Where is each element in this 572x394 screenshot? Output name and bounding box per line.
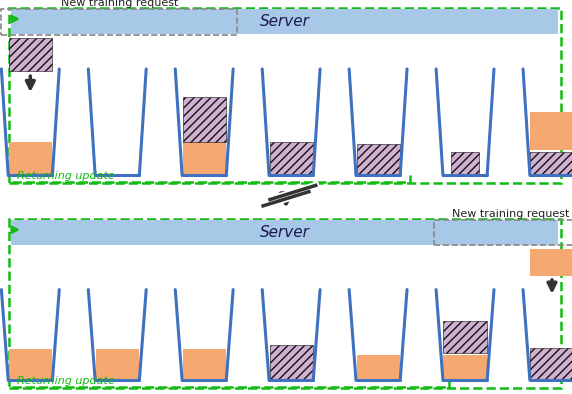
Bar <box>9 219 561 388</box>
Bar <box>356 144 400 175</box>
Bar <box>9 142 52 175</box>
Bar <box>96 349 139 380</box>
Bar <box>9 8 561 183</box>
Bar <box>269 142 313 175</box>
Text: Server: Server <box>260 14 309 29</box>
Bar <box>443 355 487 380</box>
Bar <box>269 345 313 380</box>
Bar <box>9 349 52 380</box>
Bar <box>443 321 487 353</box>
Bar <box>9 38 52 71</box>
Bar <box>11 220 558 245</box>
Bar <box>451 152 479 175</box>
Bar <box>182 142 226 175</box>
Bar <box>530 249 572 276</box>
Bar <box>530 112 572 150</box>
Text: New training request: New training request <box>452 209 570 219</box>
Bar <box>182 97 226 142</box>
Bar <box>530 348 572 380</box>
Bar <box>434 220 572 245</box>
Text: Server: Server <box>260 225 309 240</box>
Bar <box>356 355 400 380</box>
Text: Returning update: Returning update <box>17 376 115 386</box>
Bar <box>11 9 558 34</box>
Bar <box>1 9 237 35</box>
Bar <box>182 349 226 380</box>
Text: New training request: New training request <box>61 0 178 8</box>
Text: Returning update: Returning update <box>17 171 115 181</box>
Bar <box>530 152 572 175</box>
